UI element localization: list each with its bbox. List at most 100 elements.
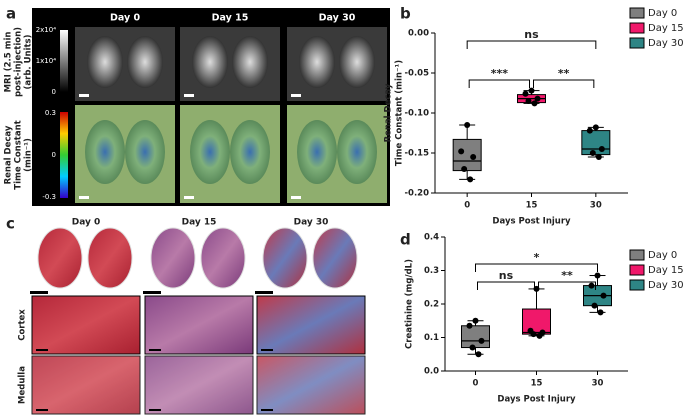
x-axis-label: Days Post Injury bbox=[497, 395, 576, 405]
point bbox=[530, 331, 537, 338]
y-tick-label: -0.15 bbox=[405, 149, 430, 159]
significance-bracket bbox=[475, 263, 598, 272]
kidney bbox=[192, 36, 228, 88]
x-tick-label: 0 bbox=[464, 201, 470, 211]
scale-bar bbox=[261, 349, 273, 351]
legend-label: Day 15 bbox=[648, 265, 684, 276]
significance-bracket bbox=[538, 281, 596, 290]
legend-label: Day 15 bbox=[648, 23, 684, 34]
y-axis-label: Creatinine (mg/dL) bbox=[405, 259, 415, 349]
box bbox=[522, 308, 551, 335]
colorbar-label: 2x10⁴ bbox=[36, 26, 57, 34]
point bbox=[531, 100, 538, 107]
point bbox=[466, 322, 473, 329]
kidney-section bbox=[150, 227, 196, 289]
legend-label: Day 30 bbox=[648, 280, 684, 291]
y-tick-label: 0.2 bbox=[424, 300, 439, 310]
point bbox=[595, 154, 602, 160]
y-tick-label: 0.0 bbox=[424, 367, 439, 377]
x-tick-label: 15 bbox=[531, 379, 543, 389]
kidney-section bbox=[262, 227, 308, 289]
x-tick-label: 15 bbox=[526, 201, 538, 211]
colorbar bbox=[60, 30, 68, 92]
point bbox=[592, 124, 599, 131]
scale-bar bbox=[149, 409, 161, 411]
legend-swatch bbox=[629, 7, 645, 19]
significance-label: ** bbox=[558, 67, 570, 80]
colorbar bbox=[60, 112, 68, 198]
column-header: Day 0 bbox=[72, 218, 101, 228]
legend-swatch bbox=[629, 249, 645, 261]
point bbox=[597, 309, 604, 316]
scale-bar bbox=[291, 196, 301, 199]
kidney bbox=[339, 36, 375, 88]
mri-images bbox=[75, 27, 387, 203]
significance-bracket bbox=[468, 79, 530, 88]
point bbox=[591, 302, 598, 309]
histology bbox=[256, 295, 366, 355]
scale-bar bbox=[36, 409, 48, 411]
point bbox=[534, 95, 541, 102]
scale-bar bbox=[291, 94, 301, 97]
x-tick-label: 30 bbox=[592, 379, 604, 389]
row-label: (arb. Units) bbox=[24, 34, 34, 89]
histology bbox=[31, 295, 141, 355]
scale-bar bbox=[36, 349, 48, 351]
colorbar-label: -0.3 bbox=[42, 193, 56, 201]
significance-label: ns bbox=[524, 28, 539, 41]
significance-bracket bbox=[533, 79, 595, 88]
row-label: Time Constant bbox=[14, 120, 24, 189]
point bbox=[522, 90, 529, 97]
box bbox=[461, 325, 490, 349]
column-header: Day 15 bbox=[212, 13, 249, 24]
point bbox=[472, 317, 479, 324]
kidney-section bbox=[37, 227, 83, 289]
histology-images bbox=[30, 227, 366, 415]
scale-bar bbox=[143, 291, 161, 294]
panel-label: a bbox=[6, 5, 16, 23]
kidney bbox=[127, 36, 163, 88]
y-axis-label: Renal Decay bbox=[384, 83, 394, 142]
significance-label: ns bbox=[499, 269, 514, 282]
significance-label: ** bbox=[561, 269, 573, 282]
significance-bracket bbox=[477, 281, 535, 290]
column-header: Day 0 bbox=[110, 13, 141, 24]
legend-swatch bbox=[629, 22, 645, 34]
column-header: Day 30 bbox=[294, 218, 329, 228]
point bbox=[470, 154, 477, 160]
scale-bar bbox=[261, 409, 273, 411]
kidney-section bbox=[312, 227, 358, 289]
scale-bar bbox=[79, 196, 89, 199]
point bbox=[475, 351, 482, 358]
histology bbox=[144, 355, 254, 415]
legend-label: Day 0 bbox=[648, 8, 677, 19]
panel-label: d bbox=[400, 231, 411, 249]
kidney bbox=[85, 120, 125, 184]
kidney bbox=[299, 36, 335, 88]
kidney-section bbox=[200, 227, 246, 289]
y-tick-label: 0.4 bbox=[424, 233, 439, 243]
column-header: Day 30 bbox=[319, 13, 356, 24]
row-label: (min⁻¹) bbox=[24, 138, 34, 172]
y-tick-label: 0.1 bbox=[424, 333, 439, 343]
colorbar-label: 0 bbox=[52, 151, 56, 159]
point bbox=[467, 176, 474, 183]
scale-bar bbox=[184, 94, 194, 97]
row-label: post-injection) bbox=[14, 27, 24, 97]
histology bbox=[256, 355, 366, 415]
point bbox=[461, 166, 468, 172]
y-tick-label: 0.00 bbox=[408, 29, 429, 39]
colorbar-label: 0 bbox=[52, 88, 56, 96]
panel-texts: a b c d 2x10⁴ 1x10⁴ 0 0.3 0 -0.3 bbox=[6, 5, 411, 249]
kidney bbox=[297, 120, 337, 184]
significance-label: *** bbox=[491, 67, 509, 80]
histology bbox=[144, 295, 254, 355]
x-tick-label: 30 bbox=[590, 201, 602, 211]
kidney bbox=[190, 120, 230, 184]
colorbar-label: 1x10⁴ bbox=[36, 57, 57, 65]
row-label: MRI (2.5 min bbox=[4, 32, 14, 93]
significance-bracket bbox=[466, 40, 597, 49]
legend-swatch bbox=[629, 279, 645, 291]
y-tick-label: -0.20 bbox=[405, 189, 430, 199]
